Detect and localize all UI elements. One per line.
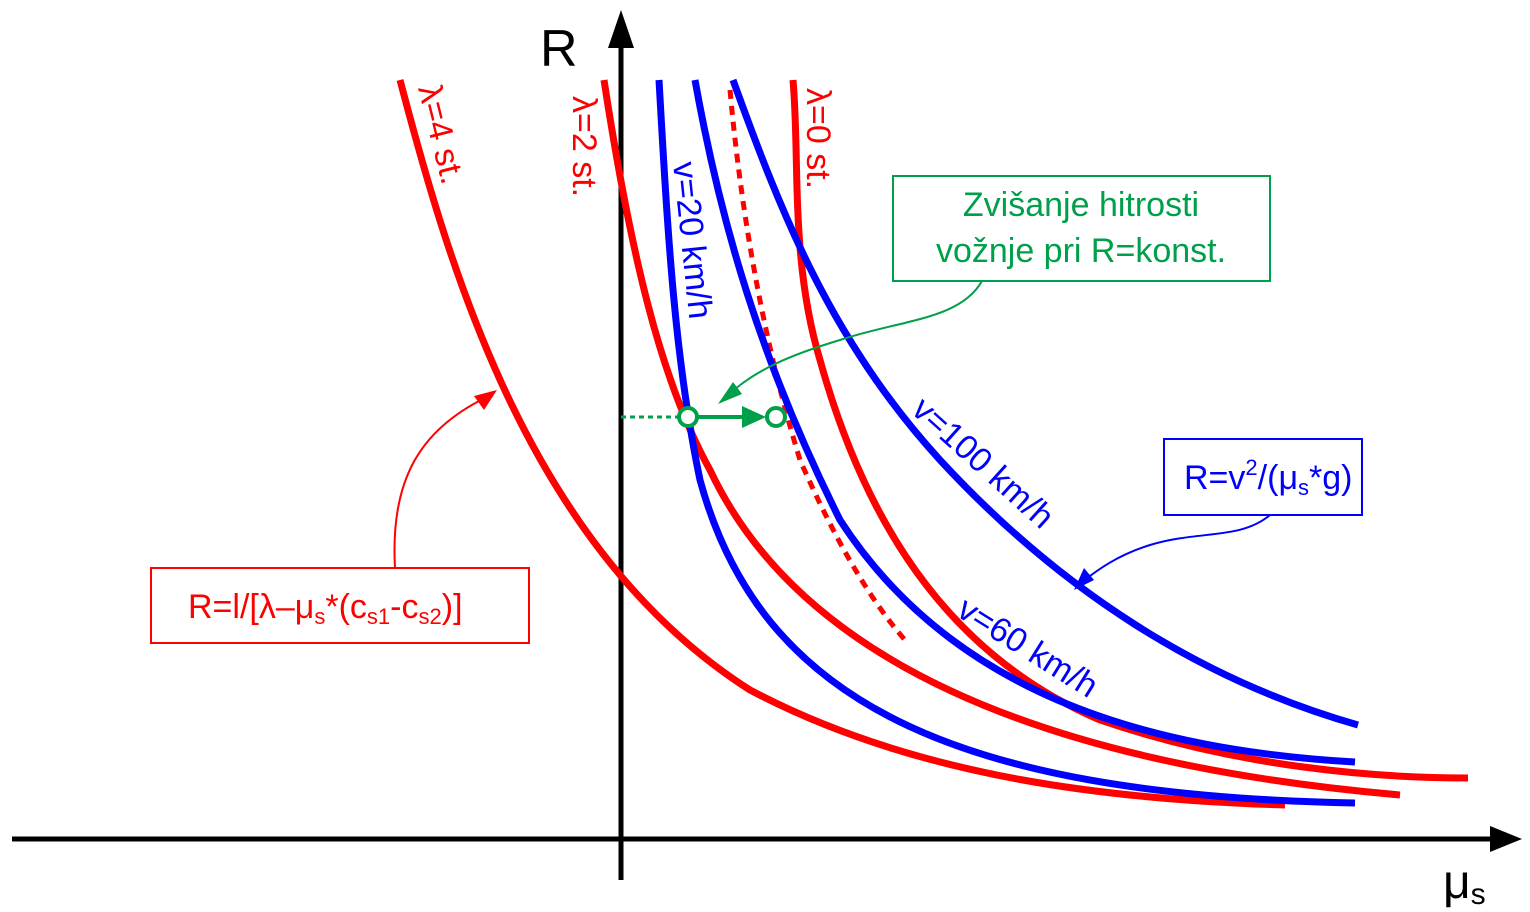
blue-formula-callout — [1081, 514, 1271, 583]
curve-v-60 — [691, 79, 1356, 766]
x-axis-label: μs — [1443, 856, 1486, 911]
blue-formula-callout-arrowhead — [1074, 568, 1094, 590]
red-formula-box — [150, 567, 530, 644]
y-axis-arrowhead — [608, 10, 634, 48]
x-axis-arrowhead — [1490, 826, 1522, 852]
label-lambda-0: λ=0 st. — [799, 88, 837, 189]
speed-increase-box — [892, 175, 1271, 282]
label-v-100: v=100 km/h — [905, 390, 1062, 536]
label-lambda-2: λ=2 st. — [565, 96, 603, 197]
point-start — [677, 406, 699, 428]
speed-increase-line-1: Zvišanje hitrosti — [963, 186, 1199, 224]
blue-formula-box — [1163, 438, 1363, 516]
blue-formula: R=v2/(μs*g) — [1184, 455, 1353, 500]
red-formula-callout-arrowhead — [474, 390, 497, 410]
curve-v-20 — [655, 79, 1356, 807]
y-axis-label: R — [540, 20, 578, 78]
label-lambda-4: λ=4 st. — [410, 81, 471, 188]
speed-increase-arrowhead — [742, 406, 766, 428]
speed-increase-line-2: vožnje pri R=konst. — [936, 232, 1226, 270]
point-end — [765, 406, 787, 428]
red-formula: R=l/[λ–μs*(cs1-cs2)] — [188, 588, 463, 629]
red-formula-callout — [393, 397, 486, 569]
curve-v-100 — [729, 78, 1359, 729]
curve-lambda-4 — [396, 79, 1286, 809]
speed-increase-callout — [726, 280, 983, 397]
curve-lambda-2 — [600, 79, 1401, 799]
speed-increase-callout-arrowhead — [718, 382, 742, 404]
